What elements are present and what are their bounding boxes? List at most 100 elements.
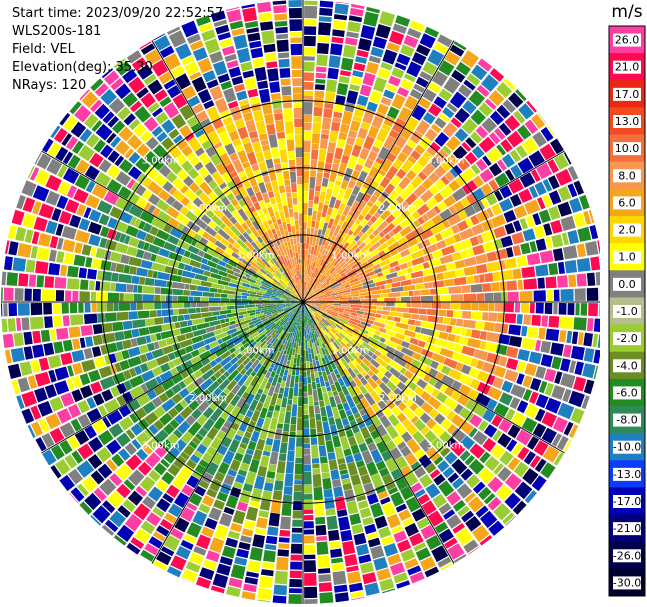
radar-gate	[272, 311, 279, 316]
radar-gate	[438, 502, 452, 515]
radar-gate	[313, 229, 318, 236]
radar-gate	[263, 321, 275, 330]
radar-gate	[309, 331, 313, 339]
radar-gate	[434, 117, 447, 129]
radar-gate	[208, 306, 222, 312]
radar-gate	[173, 492, 190, 508]
radar-gate	[142, 496, 156, 510]
radar-gate	[471, 64, 488, 81]
radar-gate	[174, 322, 181, 329]
radar-gate	[2, 333, 14, 348]
radar-gate	[242, 453, 253, 465]
radar-gate	[377, 490, 389, 500]
radar-gate	[597, 240, 600, 254]
radar-gate	[122, 499, 136, 513]
radar-gate	[271, 338, 279, 347]
radar-gate	[388, 414, 400, 427]
radar-gate	[349, 280, 361, 287]
radar-gate	[180, 539, 194, 551]
radar-gate	[413, 542, 427, 552]
radar-gate	[236, 323, 250, 331]
radar-gate	[540, 126, 554, 142]
radar-gate	[356, 240, 362, 246]
radar-gate	[475, 263, 488, 274]
radar-gate	[67, 265, 79, 278]
radar-gate	[504, 492, 521, 510]
radar-gate	[167, 566, 182, 578]
radar-gate	[257, 373, 266, 385]
radar-gate	[324, 102, 334, 110]
radar-gate	[152, 366, 163, 377]
radar-gate	[150, 334, 157, 342]
radar-gate	[356, 261, 369, 271]
radar-gate	[367, 125, 380, 139]
radar-gate	[388, 230, 395, 238]
radar-gate	[335, 274, 348, 283]
radar-gate	[50, 329, 57, 341]
radar-gate	[124, 442, 137, 456]
radar-gate	[338, 391, 347, 404]
radar-gate	[332, 390, 339, 397]
radar-gate	[303, 102, 313, 115]
radar-gate	[21, 408, 35, 424]
radar-gate	[213, 329, 223, 336]
radar-gate	[218, 367, 226, 375]
radar-gate	[307, 215, 312, 228]
radar-gate	[480, 510, 498, 529]
radar-gate	[288, 387, 294, 400]
radar-gate	[461, 141, 472, 152]
radar-gate	[209, 302, 219, 307]
radar-gate	[420, 391, 432, 402]
radar-gate	[80, 385, 93, 399]
radar-gate	[414, 448, 426, 460]
radar-gate	[530, 377, 542, 391]
radar-gate	[292, 307, 298, 314]
radar-gate	[294, 353, 298, 358]
radar-gate	[241, 299, 252, 302]
radar-gate	[166, 295, 173, 302]
radar-gate	[342, 292, 351, 296]
radar-gate	[360, 121, 371, 130]
radar-gate	[378, 236, 387, 245]
radar-gate	[308, 303, 317, 307]
radar-gate	[463, 293, 477, 302]
radar-gate	[553, 452, 564, 466]
radar-gate	[289, 326, 294, 333]
radar-gate	[422, 261, 430, 269]
radar-gate	[438, 331, 449, 340]
radar-gate	[459, 373, 473, 386]
radar-gate	[583, 332, 593, 347]
radar-gate	[439, 185, 454, 199]
radar-gate	[30, 245, 38, 259]
radar-gate	[303, 509, 314, 514]
radar-gate	[401, 159, 414, 173]
radar-gate	[582, 363, 596, 379]
radar-gate	[486, 207, 495, 218]
radar-gate	[569, 197, 583, 213]
radar-gate	[284, 314, 290, 321]
radar-gate	[337, 338, 342, 343]
radar-gate	[417, 216, 426, 225]
radar-gate	[265, 314, 273, 319]
radar-gate	[424, 128, 438, 142]
radar-gate	[407, 237, 419, 248]
radar-gate	[335, 289, 344, 294]
radar-gate	[407, 183, 416, 192]
radar-gate	[241, 436, 250, 445]
radar-gate	[504, 369, 519, 383]
radar-gate	[66, 378, 75, 391]
radar-gate	[324, 348, 330, 356]
radar-gate	[51, 208, 62, 222]
radar-gate	[177, 262, 186, 270]
radar-gate	[488, 302, 495, 312]
radar-gate	[482, 241, 496, 253]
radar-gate	[249, 293, 262, 298]
radar-gate	[156, 498, 171, 513]
radar-gate	[539, 250, 554, 264]
radar-gate	[393, 363, 403, 372]
radar-gate	[258, 343, 268, 354]
radar-gate	[533, 225, 546, 239]
radar-gate	[294, 463, 303, 475]
radar-gate	[380, 62, 393, 71]
